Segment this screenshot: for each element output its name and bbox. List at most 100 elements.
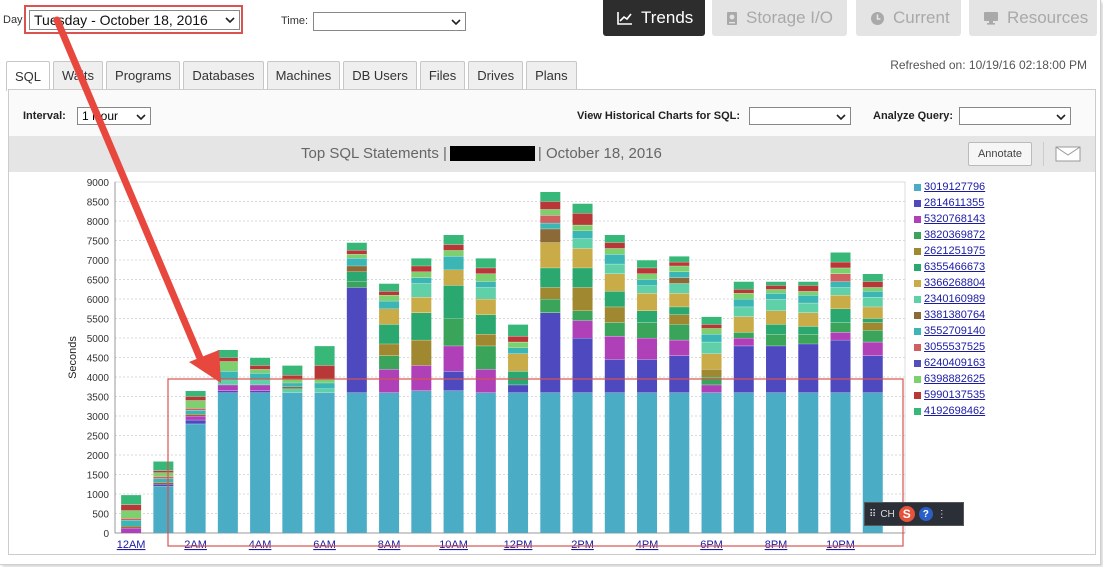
bar-segment	[862, 341, 883, 356]
legend-item[interactable]: 6398882625	[914, 371, 985, 387]
legend-label[interactable]: 6398882625	[924, 373, 986, 385]
bar-segment	[733, 392, 754, 533]
legend-label[interactable]: 3552709140	[924, 325, 986, 337]
legend-item[interactable]: 6355466673	[914, 259, 985, 275]
y-tick-label: 6000	[87, 295, 110, 306]
legend-label[interactable]: 5990137535	[924, 389, 986, 401]
legend-label[interactable]: 3055537525	[924, 341, 986, 353]
legend-item[interactable]: 6240409163	[914, 355, 985, 371]
bar-segment	[733, 293, 754, 299]
bar-segment	[862, 322, 883, 331]
legend-label[interactable]: 3820369872	[924, 229, 986, 241]
bar-segment	[798, 343, 819, 393]
bar-segment	[733, 332, 754, 338]
bar-segment	[443, 256, 464, 270]
nav-trends-label: Trends	[641, 8, 694, 27]
bar-segment	[411, 390, 432, 533]
tab-files[interactable]: Files	[419, 61, 466, 89]
tab-drives[interactable]: Drives	[468, 61, 524, 89]
legend-label[interactable]: 2621251975	[924, 245, 986, 257]
legend-item[interactable]: 4192698462	[914, 403, 985, 419]
bar-segment	[862, 297, 883, 307]
bar-segment	[475, 287, 496, 299]
legend-item[interactable]: 5320768143	[914, 211, 985, 227]
legend-label[interactable]: 6240409163	[924, 357, 986, 369]
bar-segment	[701, 324, 722, 329]
y-axis-label: Seconds	[67, 336, 79, 379]
x-tick-label: 2AM	[184, 539, 207, 551]
legend-swatch	[914, 247, 921, 255]
bar-segment	[443, 371, 464, 391]
tab-plans[interactable]: Plans	[526, 61, 577, 89]
analyze-query-select[interactable]	[959, 107, 1071, 125]
tab-machines[interactable]: Machines	[266, 61, 341, 89]
bar-segment	[379, 300, 400, 309]
bar-segment	[830, 295, 851, 309]
bar-segment	[540, 242, 561, 268]
tab-databases[interactable]: Databases	[183, 61, 264, 89]
legend-label[interactable]: 4192698462	[924, 405, 986, 417]
legend-item[interactable]: 3055537525	[914, 339, 985, 355]
bar-segment	[121, 504, 142, 511]
bar-segment	[766, 285, 787, 290]
tab-programs[interactable]: Programs	[106, 61, 181, 89]
bar-segment	[572, 267, 593, 288]
view-historical-select[interactable]	[749, 107, 851, 125]
bar-segment	[733, 316, 754, 333]
nav-resources-button[interactable]: Resources	[969, 0, 1097, 36]
bar-segment	[669, 392, 690, 533]
bar-segment	[637, 267, 658, 274]
y-tick-label: 7000	[87, 256, 110, 267]
legend-item[interactable]: 3552709140	[914, 323, 985, 339]
bar-segment	[153, 476, 174, 479]
nav-current-label: Current	[893, 8, 950, 27]
tab-db-users[interactable]: DB Users	[343, 61, 417, 89]
bar-segment	[346, 265, 367, 272]
bar-segment	[185, 396, 206, 401]
tab-sql[interactable]: SQL	[6, 61, 51, 91]
bar-segment	[604, 291, 625, 307]
y-tick-label: 5000	[87, 334, 110, 345]
x-tick-label: 6AM	[313, 539, 336, 551]
legend-label[interactable]: 3366268804	[924, 277, 986, 289]
x-tick-label: 12PM	[504, 539, 533, 551]
annotate-button[interactable]: Annotate	[968, 142, 1032, 166]
bar-segment	[153, 472, 174, 477]
legend-label[interactable]: 2340160989	[924, 293, 986, 305]
legend-item[interactable]: 3381380764	[914, 307, 985, 323]
legend-item[interactable]: 2340160989	[914, 291, 985, 307]
bar-segment	[766, 289, 787, 294]
legend-label[interactable]: 3019127796	[924, 181, 986, 193]
legend-label[interactable]: 5320768143	[924, 213, 986, 225]
legend-item[interactable]: 3820369872	[914, 227, 985, 243]
nav-current-button[interactable]: Current	[856, 0, 961, 36]
legend-label[interactable]: 2814611355	[924, 197, 985, 209]
nav-trends-button[interactable]: Trends	[603, 0, 705, 36]
bar-segment	[411, 365, 432, 391]
tab-label: Drives	[477, 68, 515, 83]
legend-item[interactable]: 5990137535	[914, 387, 985, 403]
bar-segment	[411, 258, 432, 266]
legend-label[interactable]: 6355466673	[924, 261, 986, 273]
legend-item[interactable]: 3019127796	[914, 179, 985, 195]
bar-segment	[669, 314, 690, 325]
legend-swatch	[914, 199, 921, 207]
bar-segment	[121, 520, 142, 526]
legend-swatch	[914, 375, 921, 383]
nav-storage-button[interactable]: Storage I/O	[712, 0, 847, 36]
bar-segment	[314, 382, 335, 389]
time-select[interactable]	[313, 12, 466, 31]
chevron-down-icon	[1056, 114, 1066, 121]
legend-item[interactable]: 2814611355	[914, 195, 985, 211]
legend-label[interactable]: 3381380764	[924, 309, 986, 321]
ime-toolbar[interactable]: ⠿ CH S ? ⋮	[864, 502, 964, 526]
legend-item[interactable]: 3366268804	[914, 275, 985, 291]
legend-swatch	[914, 391, 921, 399]
bar-segment	[669, 283, 690, 294]
legend-item[interactable]: 2621251975	[914, 243, 985, 259]
chart-line-icon	[617, 12, 632, 25]
bar-segment	[475, 314, 496, 335]
day-select[interactable]: Tuesday - October 18, 2016	[29, 10, 240, 30]
email-button[interactable]	[1043, 142, 1092, 166]
